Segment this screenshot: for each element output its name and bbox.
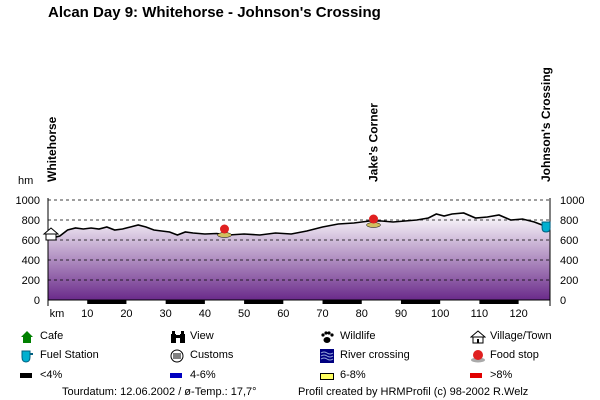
legend-label-food: Food stop [490, 349, 539, 361]
binoculars-icon [171, 331, 185, 343]
km-band [244, 300, 284, 304]
x-tick-label: 70 [316, 308, 328, 320]
x-tick-label: 40 [199, 308, 211, 320]
y-tick-label-right: 800 [560, 215, 578, 227]
y-tick-label-left: 600 [22, 235, 40, 247]
river-crossing-icon [320, 349, 334, 363]
fuel-station-icon [541, 221, 551, 233]
km-band [322, 300, 362, 304]
y-tick-label-left: 800 [22, 215, 40, 227]
place-label: Johnson's Crossing [539, 67, 553, 182]
legend-label-grade-lt4: <4% [40, 369, 63, 381]
km-band [400, 300, 441, 304]
y-tick-label-left: 400 [22, 255, 40, 267]
elevation-line [48, 212, 551, 239]
village-icon [42, 227, 60, 235]
y-tick-label-right: 200 [560, 275, 578, 287]
x-tick-label: 10 [81, 308, 93, 320]
gradient-swatch-icon [320, 373, 334, 380]
legend-label-river: River crossing [340, 349, 410, 361]
food-stop-icon [219, 224, 229, 234]
legend-label-grade-6-8: 6-8% [340, 369, 366, 381]
km-band [87, 300, 127, 304]
x-tick-label: 30 [160, 308, 172, 320]
x-tick-label: 20 [120, 308, 132, 320]
chart-title: Alcan Day 9: Whitehorse - Johnson's Cros… [48, 4, 381, 21]
legend-label-village: Village/Town [490, 330, 552, 342]
x-tick-label: 60 [277, 308, 289, 320]
x-tick-label: 50 [238, 308, 250, 320]
x-tick-label: 110 [471, 308, 489, 320]
y-tick-label-right: 0 [560, 295, 566, 307]
gradient-swatch-icon [20, 373, 32, 378]
legend-label-grade-gt8: >8% [490, 369, 513, 381]
elevation-area [48, 213, 550, 300]
village-icon [470, 330, 486, 344]
paw-icon [321, 331, 334, 343]
fuel-station-icon [21, 350, 33, 363]
place-label: Whitehorse [45, 116, 59, 182]
tour-date-text: Tourdatum: 12.06.2002 / ø-Temp.: 17,7° [62, 386, 257, 398]
km-band [165, 300, 205, 304]
x-tick-label: 100 [431, 308, 449, 320]
x-tick-label: 120 [509, 308, 527, 320]
y-tick-label-left: 0 [34, 295, 40, 307]
elevation-profile-chart: 0 0 200 200 400 400 600 600 800 800 1000 1000 hm km 10… [16, 67, 585, 320]
legend-label-cafe: Cafe [40, 330, 64, 342]
gradient-swatch-icon [470, 373, 482, 378]
gradient-swatch-icon [170, 373, 182, 378]
km-band [479, 300, 519, 304]
y-axis-unit-label: hm [18, 175, 33, 187]
y-tick-label-right: 400 [560, 255, 578, 267]
food-stop-icon [471, 350, 485, 363]
cafe-house-icon [21, 331, 33, 343]
y-tick-label-right: 1000 [560, 195, 584, 207]
y-tick-label-left: 200 [22, 275, 40, 287]
y-tick-label-right: 600 [560, 235, 578, 247]
place-label: Jake's Corner [367, 103, 381, 182]
legend-label-wildlife: Wildlife [340, 330, 376, 342]
village-icon [45, 233, 57, 241]
legend-label-customs: Customs [190, 349, 234, 361]
credits-text: Profil created by HRMProfil (c) 98-2002 … [298, 386, 529, 398]
legend-label-view: View [190, 330, 214, 342]
food-stop-icon [369, 214, 379, 224]
x-axis-unit-label: km [50, 308, 65, 320]
legend-label-grade-4-6: 4-6% [190, 369, 216, 381]
x-tick-label: 90 [395, 308, 407, 320]
customs-icon [170, 349, 184, 363]
y-tick-label-left: 1000 [16, 195, 40, 207]
x-tick-label: 80 [356, 308, 368, 320]
legend-label-fuel: Fuel Station [40, 349, 99, 361]
